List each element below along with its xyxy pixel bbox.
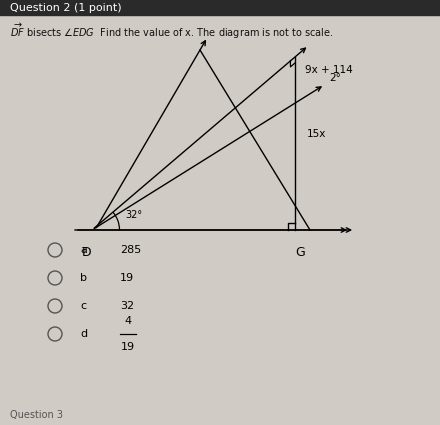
- Text: 19: 19: [120, 273, 134, 283]
- Text: b: b: [80, 273, 87, 283]
- Text: 2°: 2°: [330, 73, 341, 82]
- Text: $\overrightarrow{DF}$ bisects $\angle EDG$  Find the value of x. The diagram is : $\overrightarrow{DF}$ bisects $\angle ED…: [10, 22, 334, 42]
- Text: 285: 285: [120, 245, 141, 255]
- Text: c: c: [80, 301, 86, 311]
- Text: 9x + 114: 9x + 114: [305, 65, 353, 75]
- Text: 32: 32: [120, 301, 134, 311]
- Text: 15x: 15x: [307, 128, 326, 139]
- Text: 4: 4: [125, 316, 132, 326]
- Text: 32°: 32°: [125, 210, 142, 220]
- Text: Question 3: Question 3: [10, 410, 63, 420]
- Text: d: d: [80, 329, 87, 339]
- Text: Question 2 (1 point): Question 2 (1 point): [10, 3, 121, 13]
- Text: G: G: [295, 246, 305, 259]
- Text: a: a: [80, 245, 87, 255]
- Text: 19: 19: [121, 342, 135, 352]
- Text: D: D: [82, 246, 92, 259]
